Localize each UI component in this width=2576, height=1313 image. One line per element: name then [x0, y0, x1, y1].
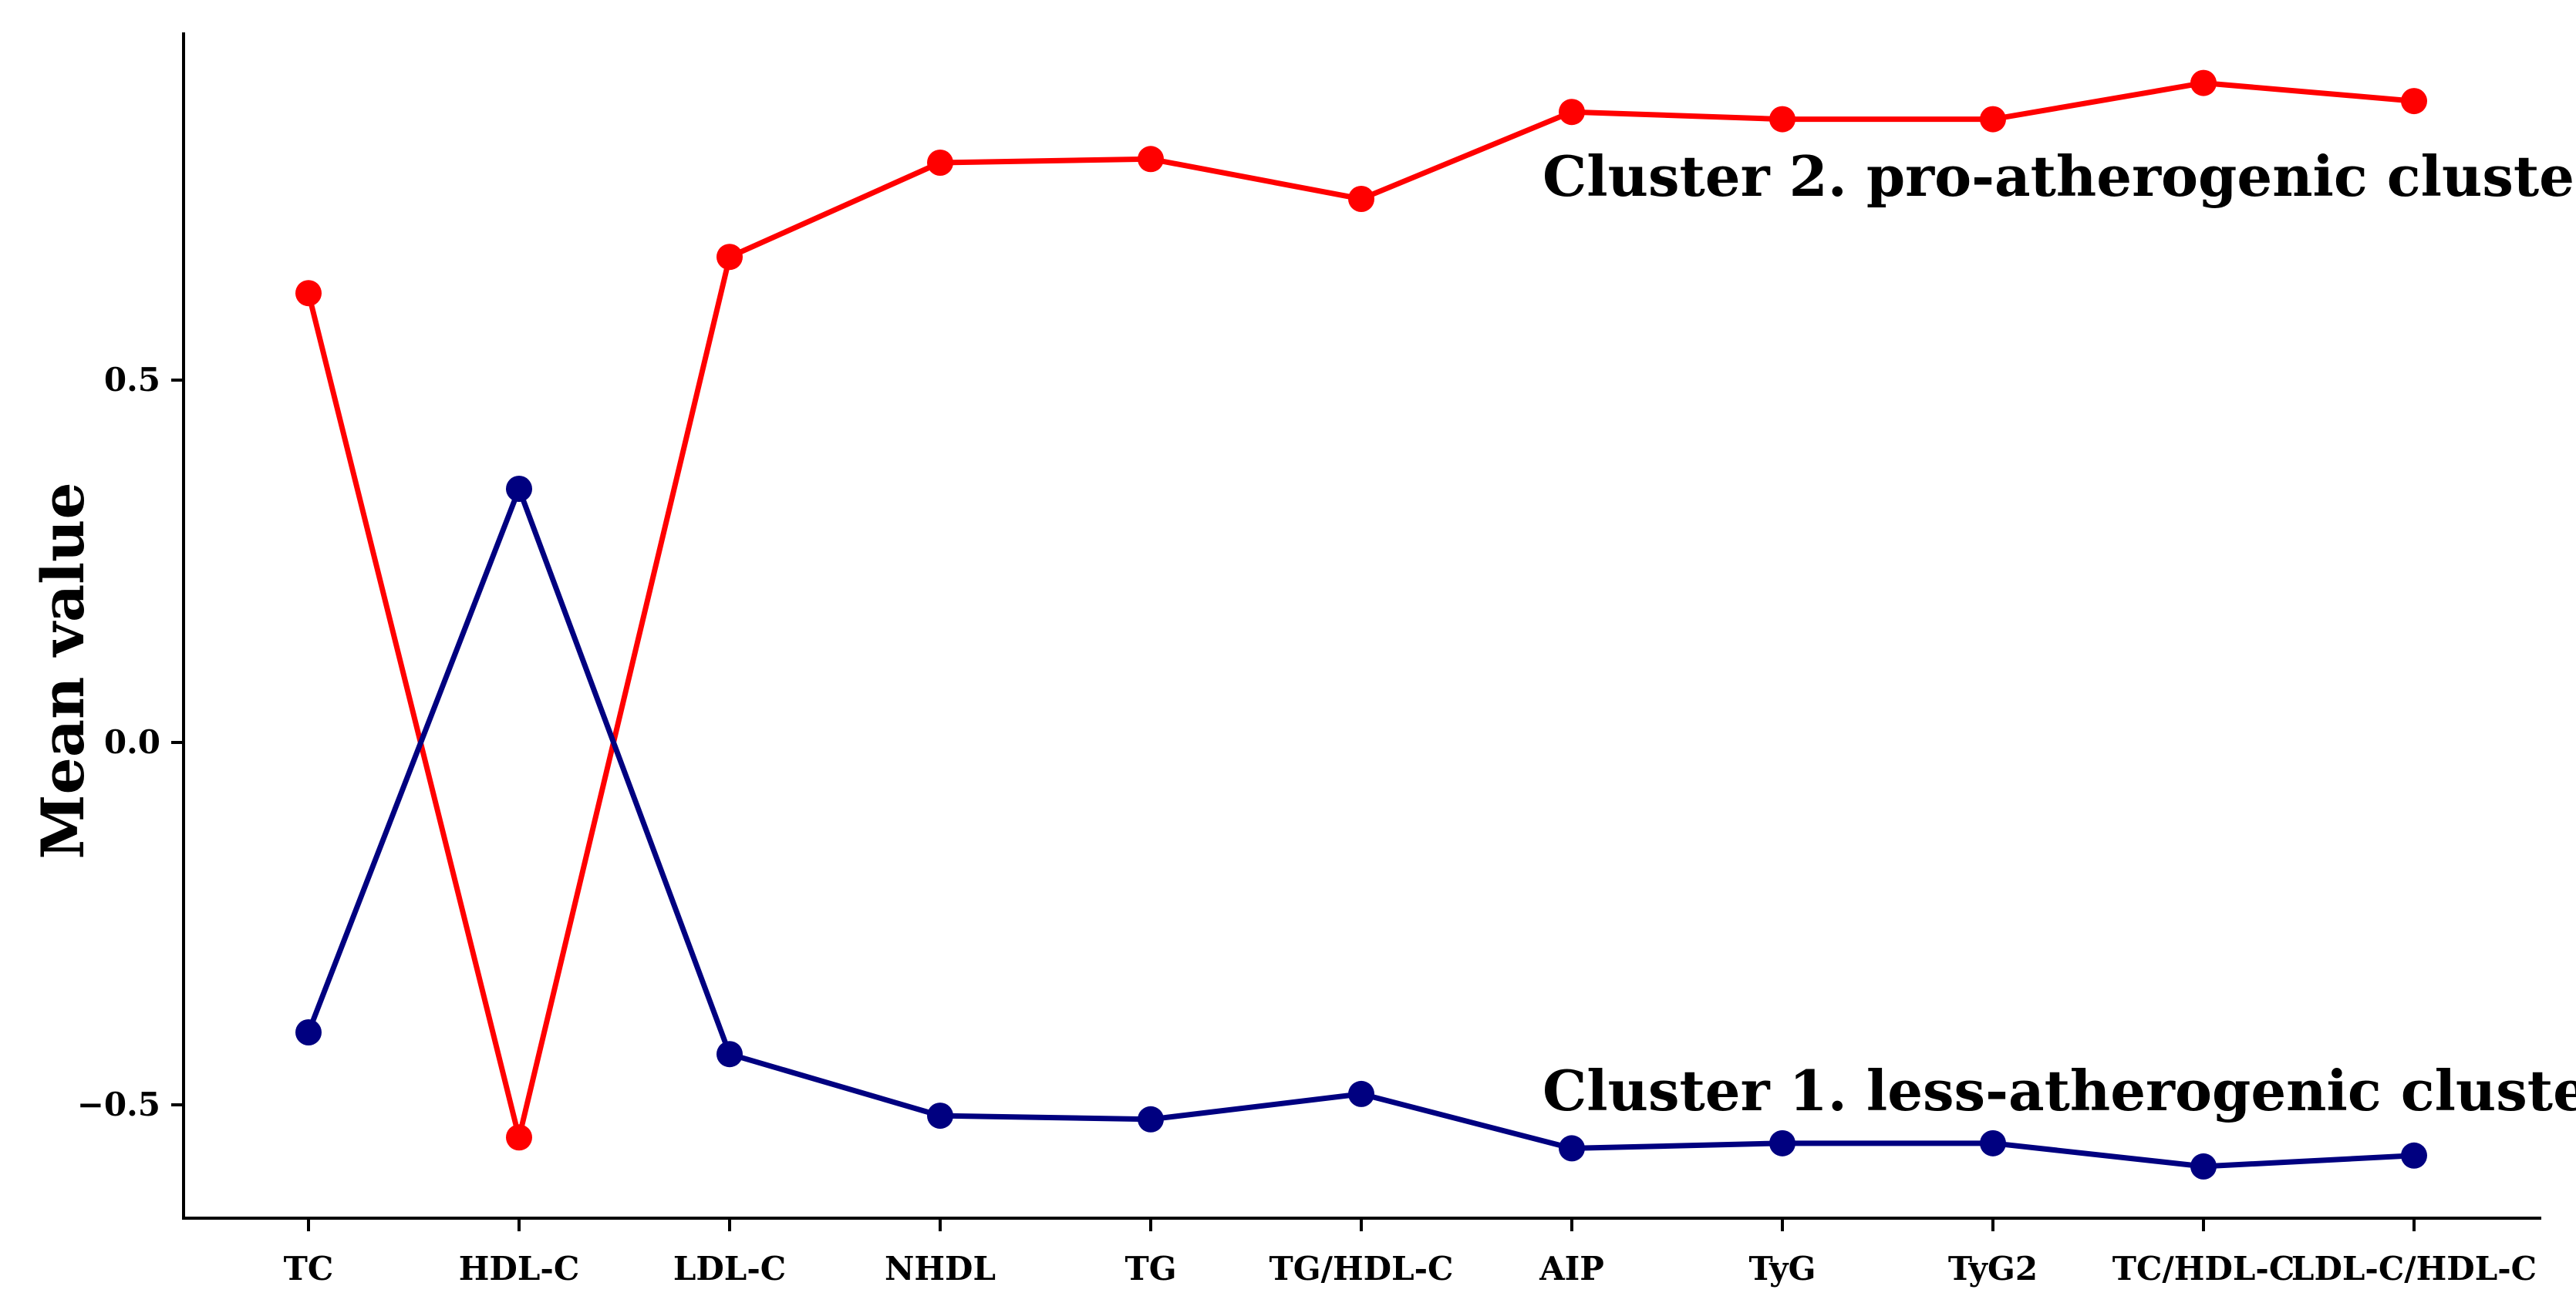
data-point — [1348, 186, 1374, 212]
y-axis-ticks: −0.5 0.0 0.5 — [77, 361, 184, 1123]
data-point — [2401, 1142, 2427, 1169]
data-point — [1980, 106, 2006, 133]
x-tick-label: TyG — [1749, 1250, 1816, 1288]
series-group — [295, 69, 2427, 1151]
data-point — [927, 1103, 953, 1130]
data-point — [1348, 1080, 1374, 1107]
x-tick-label: LDL-C — [673, 1250, 786, 1288]
x-axis-ticks: TC HDL-C LDL-C NHDL TG TG/HDL-C AIP TyG TyG2 TC/H… — [284, 1218, 2537, 1288]
data-point — [1769, 106, 1795, 133]
x-tick-label: TC/HDL-C — [2112, 1250, 2295, 1288]
x-tick-label: LDL-C/HDL-C — [2291, 1250, 2537, 1288]
data-point — [2401, 88, 2427, 115]
y-tick-label: 0.0 — [104, 723, 160, 761]
data-point — [2190, 1153, 2217, 1180]
x-tick-label: TG/HDL-C — [1269, 1250, 1454, 1288]
data-point — [506, 1124, 532, 1151]
data-point — [295, 280, 322, 307]
data-point — [295, 1019, 322, 1045]
series-group — [295, 476, 2427, 1180]
data-point — [1559, 1135, 1585, 1162]
y-axis-title: Mean value — [29, 482, 97, 859]
data-point — [2190, 69, 2217, 96]
data-point — [716, 1041, 743, 1068]
annotation-cluster-1: Cluster 1. less-atherogenic cluster — [1543, 1058, 2576, 1123]
data-point — [1559, 99, 1585, 126]
x-tick-label: TyG2 — [1948, 1250, 2038, 1288]
annotation-cluster-2: Cluster 2. pro-atherogenic cluster — [1543, 143, 2576, 209]
series-line — [305, 80, 2415, 1140]
x-tick-label: NHDL — [885, 1250, 996, 1288]
y-tick-label: −0.5 — [77, 1086, 160, 1123]
x-tick-label: HDL-C — [459, 1250, 580, 1288]
x-tick-label: AIP — [1539, 1250, 1604, 1288]
data-point — [1980, 1130, 2006, 1156]
x-tick-label: TC — [284, 1250, 334, 1288]
data-point — [1138, 1106, 1164, 1133]
data-point — [506, 476, 532, 502]
x-tick-label: TG — [1124, 1250, 1176, 1288]
data-point — [1769, 1130, 1795, 1156]
data-point — [716, 244, 743, 271]
data-point — [1138, 146, 1164, 173]
y-tick-label: 0.5 — [104, 361, 160, 399]
series-layer — [295, 69, 2427, 1180]
data-point — [927, 150, 953, 176]
